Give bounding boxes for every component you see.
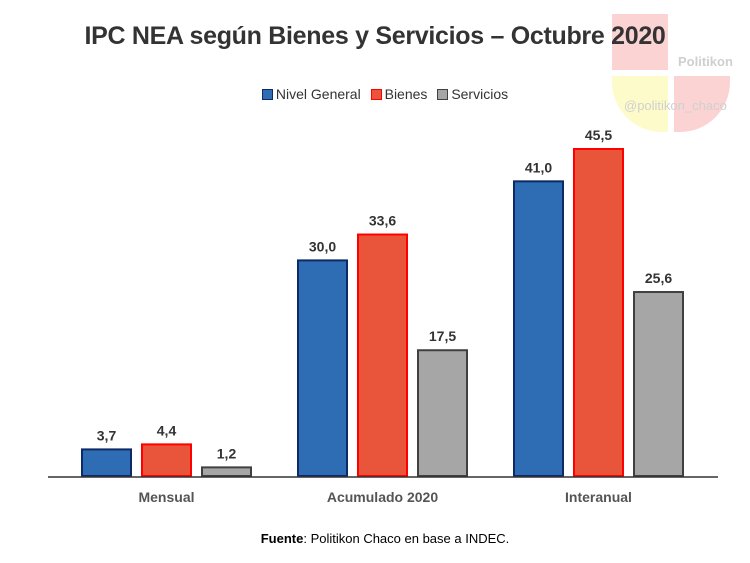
watermark-name: Politikon bbox=[678, 54, 733, 69]
bar-bienes bbox=[357, 233, 408, 477]
x-tick-label: Mensual bbox=[138, 489, 194, 505]
data-label: 4,4 bbox=[157, 422, 177, 438]
data-label: 3,7 bbox=[97, 427, 117, 443]
legend-item-bienes: Bienes bbox=[370, 86, 428, 102]
bar-servicios bbox=[633, 291, 684, 477]
data-label: 41,0 bbox=[525, 159, 552, 175]
chart-title: IPC NEA según Bienes y Servicios – Octub… bbox=[84, 22, 666, 50]
bar-servicios bbox=[417, 349, 468, 478]
bar-nivel-general bbox=[297, 259, 348, 477]
data-label: 45,5 bbox=[585, 127, 612, 143]
bar-bienes bbox=[573, 148, 624, 477]
bar-nivel-general bbox=[81, 448, 132, 477]
data-label: 33,6 bbox=[369, 213, 396, 229]
data-label: 1,2 bbox=[217, 445, 237, 461]
x-tick-label: Acumulado 2020 bbox=[327, 489, 438, 505]
legend-swatch bbox=[261, 88, 273, 100]
legend-item-servicios: Servicios bbox=[437, 86, 508, 102]
x-tick-label: Interanual bbox=[565, 489, 632, 505]
data-label: 17,5 bbox=[429, 328, 456, 344]
legend-swatch bbox=[370, 88, 382, 100]
watermark-handle: @politikon_chaco bbox=[624, 98, 727, 113]
bar-servicios bbox=[201, 466, 252, 477]
legend-swatch bbox=[437, 88, 449, 100]
legend-label: Servicios bbox=[451, 86, 509, 102]
source-text: : Politikon Chaco en base a INDEC. bbox=[303, 531, 510, 546]
legend: Nivel General Bienes Servicios bbox=[0, 86, 750, 103]
bar-bienes bbox=[141, 443, 192, 477]
legend-item-nivel-general: Nivel General bbox=[261, 86, 361, 102]
legend-label: Bienes bbox=[384, 86, 428, 102]
bar-nivel-general bbox=[513, 180, 564, 477]
data-label: 30,0 bbox=[309, 238, 336, 254]
data-label: 25,6 bbox=[645, 270, 672, 286]
source-label: Fuente bbox=[260, 531, 304, 546]
politikon-watermark: Politikon @politikon_chaco bbox=[610, 12, 740, 137]
legend-label: Nivel General bbox=[275, 86, 361, 102]
source-note: Fuente: Politikon Chaco en base a INDEC. bbox=[0, 531, 750, 546]
